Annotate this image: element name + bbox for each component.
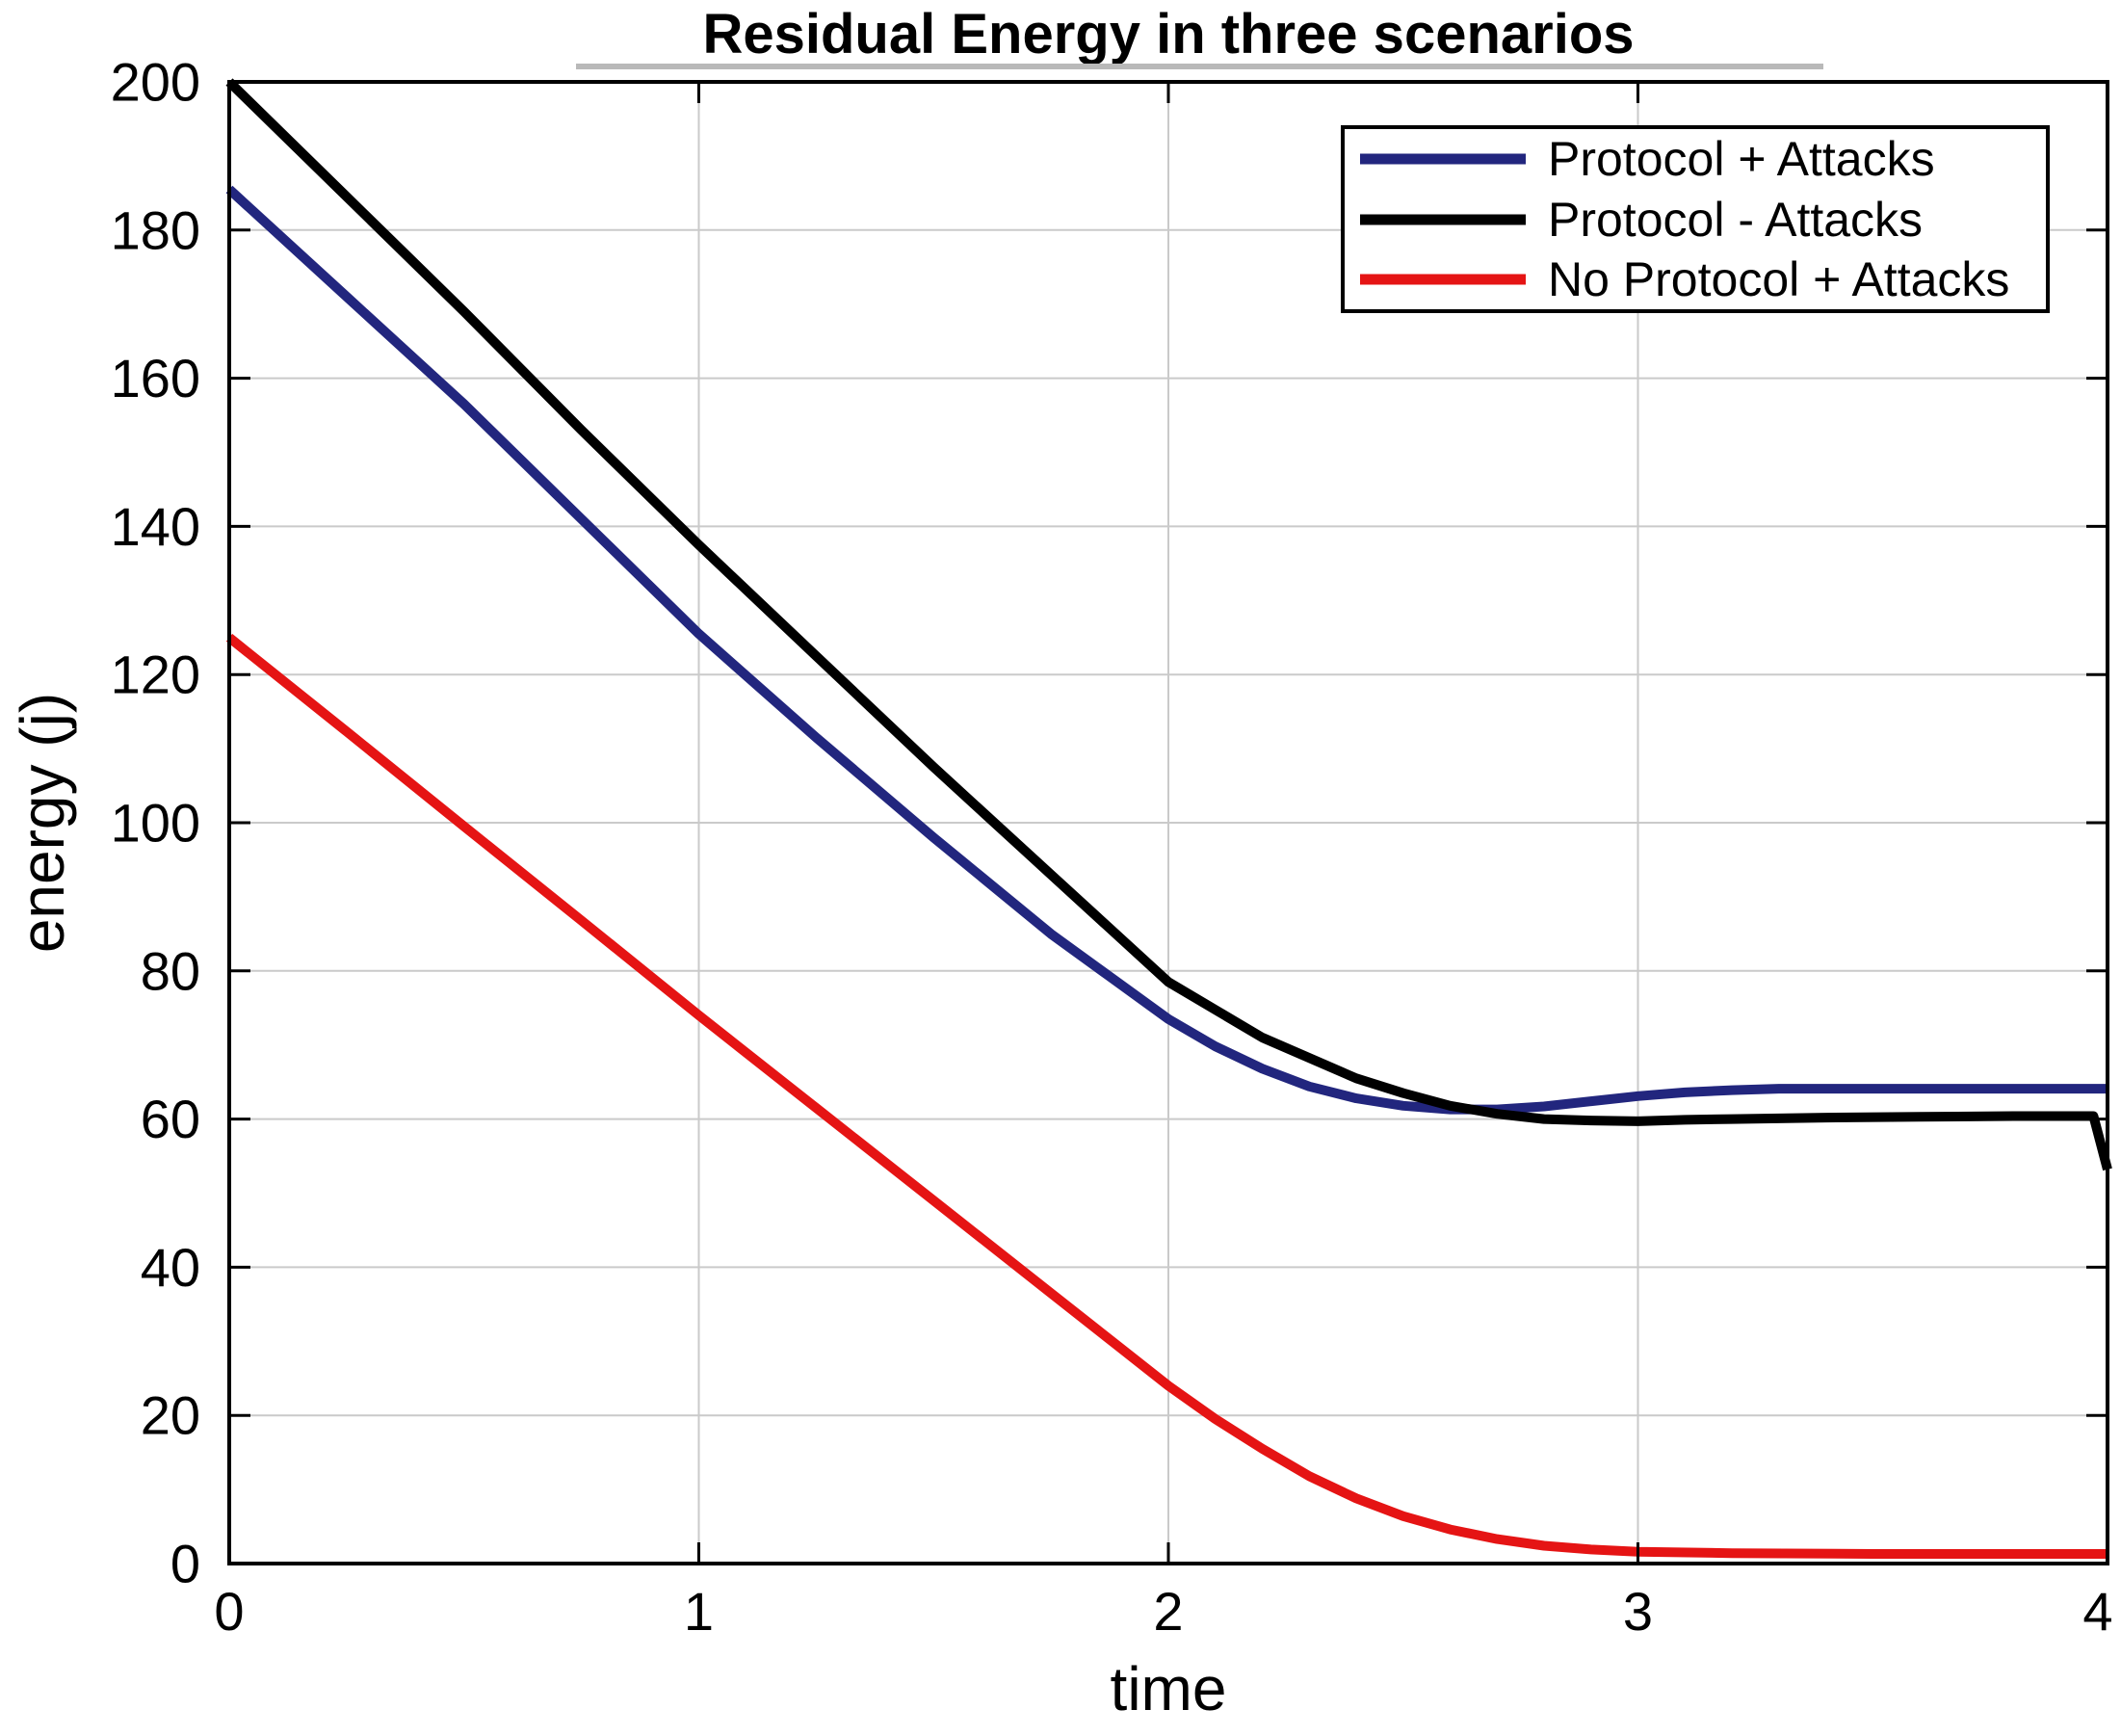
- y-tick-label: 80: [141, 940, 200, 1001]
- chart-title: Residual Energy in three scenarios: [702, 3, 1635, 66]
- y-tick-label: 40: [141, 1237, 200, 1298]
- legend-row-protocol-minus-attacks: Protocol - Attacks: [1345, 190, 2046, 250]
- x-tick-label: 2: [1153, 1581, 1183, 1642]
- y-tick-label: 60: [141, 1089, 200, 1149]
- y-tick-label: 200: [111, 52, 200, 113]
- y-tick-label: 180: [111, 199, 200, 260]
- legend-row-no-protocol-plus-attacks: No Protocol + Attacks: [1345, 250, 2046, 309]
- axis-box: [227, 80, 2109, 1565]
- legend-label: No Protocol + Attacks: [1548, 251, 2010, 306]
- legend-swatch-black: [1360, 214, 1526, 224]
- x-tick-label: 1: [684, 1581, 714, 1642]
- y-tick-label: 20: [141, 1385, 200, 1446]
- x-axis-label: time: [1110, 1654, 1227, 1723]
- x-tick-label: 4: [2082, 1581, 2112, 1642]
- legend-label: Protocol + Attacks: [1548, 132, 1935, 187]
- legend-row-protocol-plus-attacks: Protocol + Attacks: [1345, 129, 2046, 189]
- legend: Protocol + Attacks Protocol - Attacks No…: [1341, 125, 2050, 313]
- y-tick-label: 140: [111, 496, 200, 557]
- x-tick-label: 0: [214, 1581, 244, 1642]
- legend-swatch-red: [1360, 274, 1526, 285]
- title-underline: [576, 64, 1823, 69]
- y-axis-label: energy (j): [8, 692, 77, 954]
- legend-label: Protocol - Attacks: [1548, 192, 1924, 247]
- y-tick-label: 0: [170, 1534, 200, 1594]
- series-line-1: [225, 78, 2112, 1171]
- x-tick-label: 3: [1623, 1581, 1653, 1642]
- y-tick-label: 100: [111, 793, 200, 854]
- series-line-0: [225, 185, 2108, 1115]
- legend-swatch-blue: [1360, 153, 1526, 165]
- series-line-2: [225, 633, 2108, 1559]
- y-tick-label: 120: [111, 644, 200, 705]
- y-tick-label: 160: [111, 348, 200, 408]
